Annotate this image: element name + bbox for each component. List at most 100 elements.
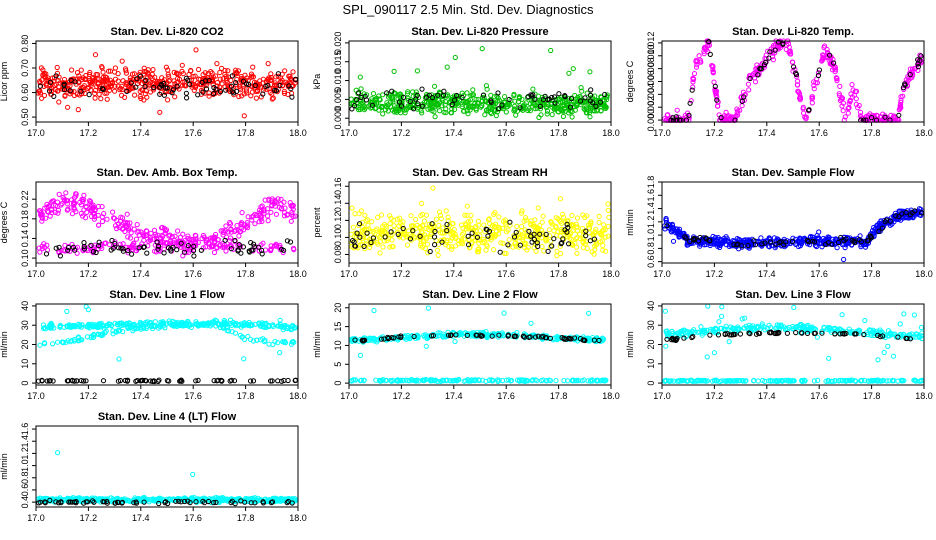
data-point (227, 238, 233, 244)
data-point (536, 114, 542, 121)
data-point (115, 78, 121, 84)
data-point (96, 91, 102, 97)
data-point (216, 90, 222, 96)
data-point (423, 343, 429, 349)
data-point (578, 98, 584, 104)
data-point (501, 310, 507, 316)
data-point (815, 72, 822, 79)
data-point (88, 82, 94, 89)
data-point (180, 82, 186, 88)
data-point (890, 353, 897, 359)
data-point (241, 113, 247, 119)
y-tick-label: 10 (333, 340, 343, 350)
data-point (399, 99, 405, 106)
data-point (273, 211, 279, 217)
data-point (419, 86, 425, 92)
data-point (379, 103, 386, 110)
data-point (358, 94, 364, 101)
data-point (252, 221, 258, 227)
data-point (391, 223, 397, 229)
data-point (217, 89, 224, 95)
data-point (572, 107, 578, 113)
data-point (51, 93, 57, 100)
data-point (553, 378, 559, 384)
data-point (384, 100, 390, 106)
data-point (142, 83, 148, 90)
data-point (591, 108, 597, 114)
data-point (75, 107, 81, 113)
data-point (174, 83, 180, 89)
data-point (85, 85, 91, 92)
data-point (350, 224, 356, 230)
data-point (119, 92, 125, 99)
data-point (164, 85, 170, 91)
data-point (425, 305, 431, 311)
data-point (691, 71, 698, 77)
data-point (362, 105, 368, 111)
y-axis-label: degrees C (0, 201, 9, 243)
data-point (484, 86, 490, 92)
data-point (128, 230, 134, 236)
data-point (348, 96, 354, 102)
data-point (745, 81, 752, 87)
data-point (37, 90, 44, 96)
data-point (586, 110, 593, 116)
data-point (496, 214, 502, 220)
data-point (549, 112, 555, 118)
data-point (230, 90, 237, 96)
data-points (348, 305, 609, 384)
data-point (390, 95, 396, 101)
data-point (567, 104, 574, 110)
y-tick-label: 0.000 (333, 107, 343, 130)
data-point (142, 91, 148, 97)
data-point (87, 77, 93, 84)
y-axis-label: percent (312, 207, 322, 238)
data-point (577, 231, 583, 237)
data-point (277, 350, 283, 356)
data-point (688, 98, 694, 104)
data-point (122, 66, 129, 72)
y-tick-label: 0.10 (333, 229, 343, 247)
data-point (93, 71, 99, 78)
data-point (39, 77, 45, 83)
data-point (370, 91, 377, 97)
data-point (532, 217, 538, 223)
data-point (841, 256, 847, 263)
data-point (385, 108, 391, 114)
data-point (546, 227, 552, 233)
data-point (67, 91, 73, 97)
data-point (558, 107, 564, 113)
data-point (837, 83, 843, 90)
data-point (199, 79, 205, 85)
data-point (552, 100, 558, 106)
data-point (242, 72, 248, 78)
data-point (570, 66, 576, 72)
x-tick-label: 17.6 (810, 128, 828, 138)
data-point (597, 99, 604, 105)
data-point (574, 215, 581, 221)
x-tick-label: 17.0 (27, 391, 45, 401)
panel-title: Stan. Dev. Li-820 CO2 (111, 26, 224, 38)
data-point (151, 84, 157, 91)
data-point (175, 228, 181, 234)
data-points (348, 185, 612, 259)
data-point (141, 237, 147, 243)
data-point (169, 90, 175, 96)
data-point (243, 86, 249, 92)
data-point (452, 97, 458, 103)
data-point (268, 209, 274, 215)
data-point (354, 97, 360, 103)
data-point (464, 90, 470, 96)
data-point (246, 81, 252, 88)
data-point (436, 222, 442, 228)
data-point (275, 73, 281, 79)
data-point (549, 94, 555, 101)
data-point (716, 319, 722, 325)
data-point (225, 68, 231, 74)
x-tick-label: 17.4 (132, 269, 150, 279)
data-point (183, 90, 189, 96)
x-tick-label: 17.8 (550, 391, 568, 401)
data-point (220, 76, 226, 82)
data-point (488, 110, 494, 117)
